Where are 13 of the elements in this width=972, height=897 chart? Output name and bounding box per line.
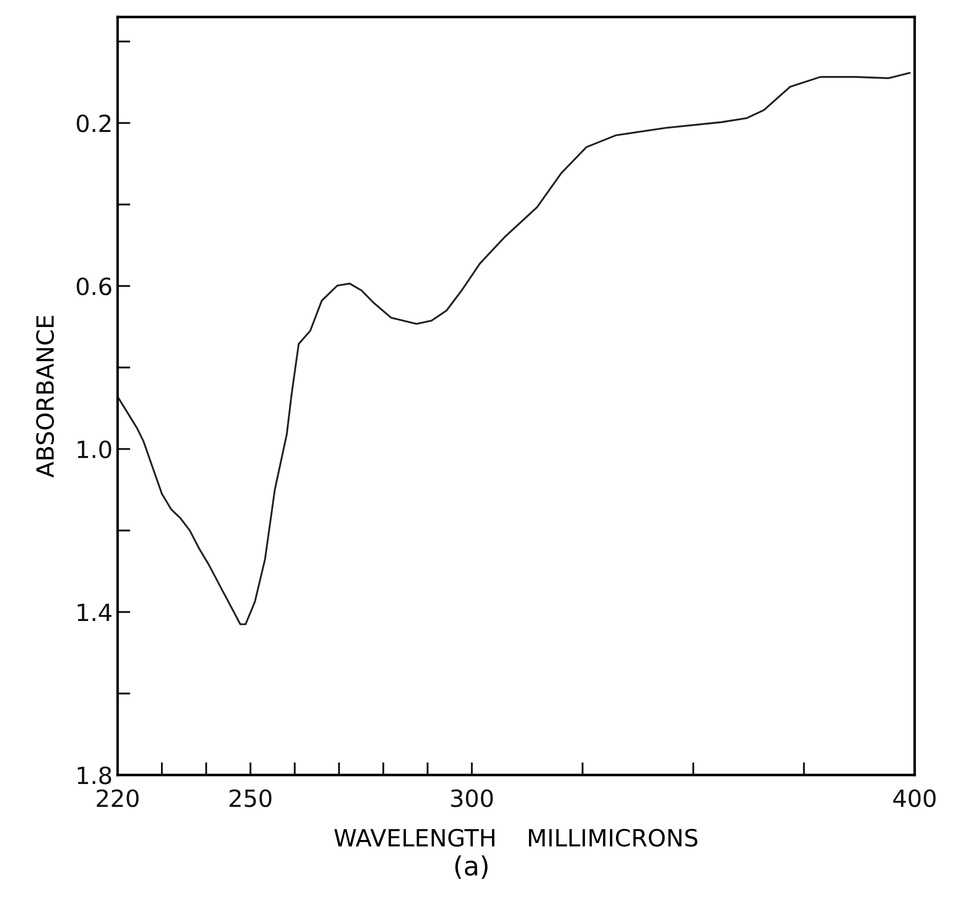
text: (a) <box>455 855 488 879</box>
x-tick-label: 250 <box>230 789 272 808</box>
line-series <box>118 72 911 626</box>
x-tick-label: 300 <box>451 789 493 808</box>
y-axis-title: ABSORBANCE <box>36 316 54 478</box>
y-tick-label: 0.2 <box>76 114 110 132</box>
y-tick-label: 1.4 <box>78 604 112 621</box>
x-axis-title: WAVELENGTH MILLIMICRONS <box>334 828 698 847</box>
x-tick-label: 220 <box>96 789 139 808</box>
y-tick-label: 0.6 <box>76 277 112 296</box>
y-tick-label: 1.8 <box>78 766 112 784</box>
y-tick-label: 1.0 <box>78 440 112 458</box>
x-tick-label: 400 <box>893 789 936 808</box>
